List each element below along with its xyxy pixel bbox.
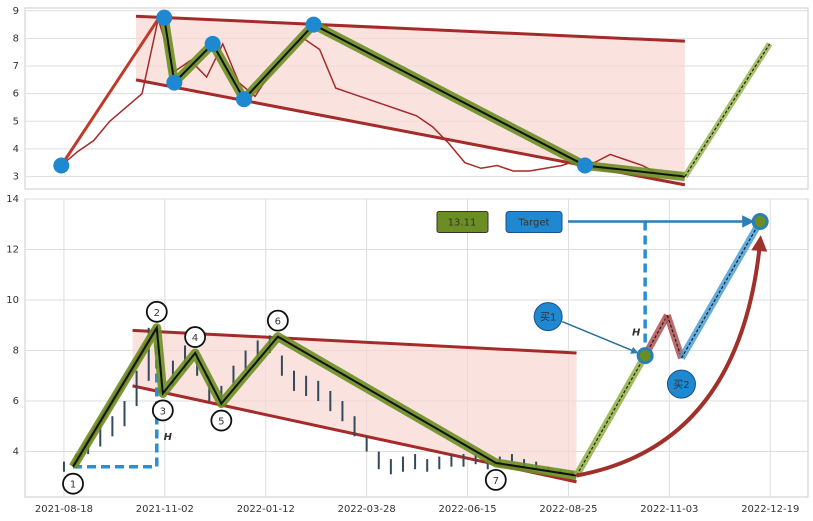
pivot-dot [204, 35, 221, 52]
buy-arrow [561, 320, 639, 354]
x-tick-label: 2022-11-03 [640, 504, 698, 515]
pivot-label: 5 [218, 417, 224, 428]
x-tick-label: 2021-08-18 [35, 504, 93, 515]
channel-line [132, 328, 577, 355]
y-tick-label: 4 [13, 144, 19, 155]
pivot-label: 2 [154, 308, 160, 319]
pivot-marker [145, 300, 168, 323]
pivot-marker [151, 399, 174, 422]
pivot-dot [305, 16, 322, 33]
measure-label: H [632, 328, 641, 339]
projection-line [684, 43, 771, 177]
projection-line [666, 314, 683, 359]
target-box [505, 210, 563, 233]
target-value: 13.11 [448, 217, 477, 228]
projection-line [576, 355, 646, 476]
projection-line [680, 221, 761, 359]
x-tick-label: 2022-01-12 [237, 504, 295, 515]
y-tick-label: 7 [13, 61, 19, 72]
pivot-dot [156, 9, 173, 26]
y-tick-label: 4 [13, 447, 19, 458]
x-tick-label: 2022-06-15 [438, 504, 496, 515]
buy-label: 买1 [540, 312, 556, 324]
buy-label: 买2 [673, 379, 689, 391]
target-label: Target [518, 217, 550, 228]
pivot-marker [484, 469, 507, 491]
x-tick-label: 2022-08-25 [539, 504, 597, 515]
pivot-label: 6 [275, 317, 281, 328]
pivot-marker [62, 472, 84, 495]
y-tick-label: 8 [13, 33, 19, 44]
measure-label: H [164, 432, 173, 443]
y-tick-label: 5 [13, 116, 19, 127]
pivot-label: 3 [160, 406, 166, 417]
x-tick-label: 2022-03-28 [338, 504, 396, 515]
buy-marker [533, 302, 563, 332]
pivot-dot [166, 74, 183, 91]
y-tick-label: 3 [13, 172, 19, 183]
pivot-label: 7 [493, 476, 499, 487]
y-tick-label: 12 [6, 245, 19, 256]
y-tick-label: 10 [6, 295, 19, 306]
pivot-dot [235, 91, 252, 108]
pivot-marker [210, 409, 233, 432]
rise-line [60, 18, 160, 167]
pivot-label: 1 [70, 480, 76, 491]
y-tick-label: 9 [13, 6, 19, 17]
y-tick-label: 6 [13, 396, 19, 407]
target-curve [576, 235, 768, 478]
y-tick-label: 14 [6, 194, 19, 205]
pivot-label: 4 [192, 333, 198, 344]
buy-dot [636, 347, 654, 365]
y-tick-label: 6 [13, 89, 19, 100]
pivot-dot [577, 157, 594, 174]
wave-line [72, 324, 577, 477]
target-dot [751, 212, 769, 230]
x-tick-label: 2021-11-02 [136, 504, 194, 515]
channel-line [135, 14, 685, 43]
buy-marker [666, 369, 696, 399]
x-tick-label: 2022-12-19 [741, 504, 799, 515]
value-box [436, 210, 489, 233]
pivot-marker [266, 309, 289, 332]
pivot-dot [53, 157, 70, 174]
pivot-marker [184, 326, 207, 348]
y-tick-label: 8 [13, 346, 19, 357]
